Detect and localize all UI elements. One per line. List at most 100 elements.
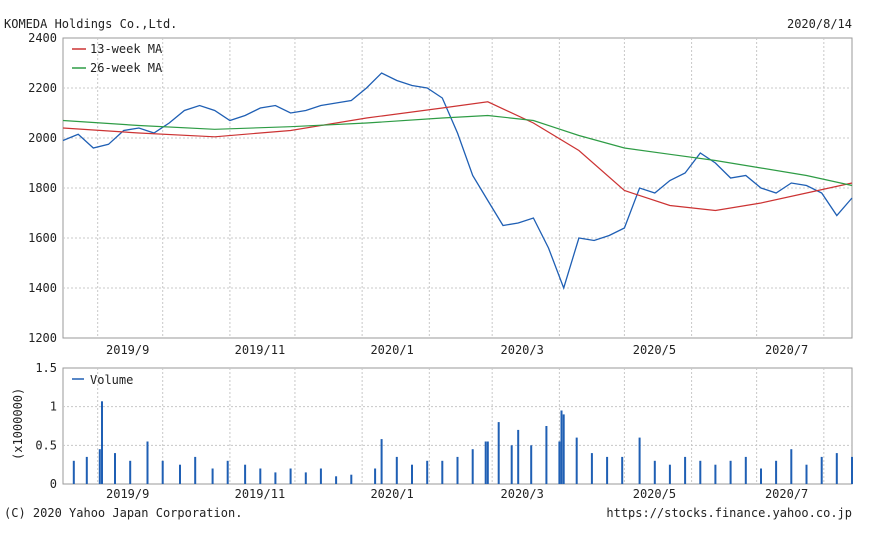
volume-unit-label: (x1000000) — [11, 388, 25, 460]
volume-bar — [161, 460, 164, 484]
price-x-tick-label: 2020/7 — [765, 343, 808, 357]
price-y-tick-label: 2000 — [28, 131, 57, 145]
ma26-line — [62, 114, 853, 187]
volume-bar — [621, 456, 624, 484]
volume-bar — [98, 449, 101, 484]
volume-bar — [146, 441, 149, 484]
volume-bar — [395, 456, 398, 484]
volume-bar — [374, 468, 377, 484]
price-grid — [63, 38, 852, 338]
price-legend: 13-week MA 26-week MA — [72, 42, 163, 75]
volume-bar — [575, 437, 578, 484]
volume-bar — [471, 449, 474, 484]
volume-legend: Volume — [72, 373, 133, 387]
volume-bar — [790, 449, 793, 484]
volume-y-tick-label: 0.5 — [35, 438, 57, 452]
volume-bar — [101, 401, 103, 484]
legend-label-volume: Volume — [90, 373, 133, 387]
volume-bar — [211, 468, 214, 484]
company-title: KOMEDA Holdings Co.,Ltd. — [4, 17, 177, 31]
volume-bar — [760, 468, 762, 484]
volume-bar — [441, 460, 444, 484]
volume-bar — [72, 460, 75, 484]
legend-label-ma26: 26-week MA — [90, 61, 163, 75]
copyright-text: (C) 2020 Yahoo Japan Corporation. — [4, 506, 242, 520]
volume-bar — [85, 456, 88, 484]
volume-bar — [114, 453, 116, 484]
volume-y-tick-label: 1.5 — [35, 361, 57, 375]
volume-bar — [304, 472, 307, 484]
volume-bar — [259, 468, 262, 484]
volume-bar — [510, 445, 513, 484]
price-x-tick-label: 2019/9 — [106, 343, 149, 357]
volume-bar — [714, 464, 717, 484]
volume-bar — [319, 468, 322, 484]
legend-label-ma13: 13-week MA — [90, 42, 163, 56]
volume-bar — [590, 453, 593, 484]
volume-bar — [335, 476, 338, 484]
volume-bar — [517, 429, 520, 484]
price-y-tick-label: 1400 — [28, 281, 57, 295]
volume-bar — [805, 464, 808, 484]
price-x-tick-label: 2019/11 — [235, 343, 286, 357]
volume-bar — [606, 456, 609, 484]
volume-bar — [274, 472, 277, 484]
volume-bar — [226, 460, 229, 484]
volume-bar — [668, 464, 671, 484]
volume-x-tick-label: 2020/3 — [501, 487, 544, 501]
volume-bar — [380, 439, 383, 484]
volume-bar — [638, 437, 641, 484]
price-series — [62, 72, 853, 291]
volume-x-tick-label: 2019/11 — [235, 487, 286, 501]
volume-bar — [456, 456, 459, 484]
price-line — [62, 72, 853, 291]
price-y-tick-label: 2200 — [28, 81, 57, 95]
volume-bar — [426, 460, 429, 484]
volume-bar — [820, 456, 823, 484]
price-x-tick-label: 2020/1 — [370, 343, 413, 357]
volume-bar — [497, 422, 500, 484]
volume-bars — [72, 401, 853, 484]
volume-x-tick-label: 2020/1 — [370, 487, 413, 501]
volume-bar — [194, 456, 197, 484]
volume-y-tick-label: 0 — [50, 477, 57, 491]
volume-bar — [562, 414, 565, 484]
volume-y-tick-label: 1 — [50, 400, 57, 414]
volume-x-axis: 2019/9 2019/11 2020/1 2020/3 2020/5 2020/7 — [106, 487, 808, 501]
volume-bar — [350, 474, 353, 484]
ma13-line — [62, 101, 853, 212]
volume-bar — [289, 468, 292, 484]
volume-bar — [851, 456, 853, 484]
volume-bar — [744, 456, 747, 484]
chart-date: 2020/8/14 — [787, 17, 852, 31]
volume-bar — [486, 441, 489, 484]
volume-bar — [484, 441, 487, 484]
volume-y-axis: 0 0.5 1 1.5 — [35, 361, 57, 491]
volume-bar — [558, 441, 561, 484]
volume-bar — [699, 460, 702, 484]
volume-bar — [653, 460, 656, 484]
price-y-tick-label: 1600 — [28, 231, 57, 245]
volume-bar — [560, 410, 563, 484]
volume-bar — [729, 460, 732, 484]
price-x-tick-label: 2020/3 — [501, 343, 544, 357]
price-y-tick-label: 2400 — [28, 31, 57, 45]
volume-bar — [411, 464, 413, 484]
price-x-axis: 2019/9 2019/11 2020/1 2020/3 2020/5 2020/7 — [106, 343, 808, 357]
volume-x-tick-label: 2020/5 — [633, 487, 676, 501]
volume-bar — [545, 426, 548, 484]
price-plot-area — [62, 37, 853, 339]
volume-x-tick-label: 2019/9 — [106, 487, 149, 501]
price-x-tick-label: 2020/5 — [633, 343, 676, 357]
volume-bar — [179, 464, 181, 484]
volume-x-tick-label: 2020/7 — [765, 487, 808, 501]
source-url: https://stocks.finance.yahoo.co.jp — [606, 506, 852, 520]
volume-bar — [775, 460, 778, 484]
price-y-axis: 1200 1400 1600 1800 2000 2200 2400 — [28, 31, 57, 345]
volume-bar — [835, 453, 838, 484]
price-y-tick-label: 1800 — [28, 181, 57, 195]
volume-bar — [684, 456, 687, 484]
volume-bar — [530, 445, 533, 484]
